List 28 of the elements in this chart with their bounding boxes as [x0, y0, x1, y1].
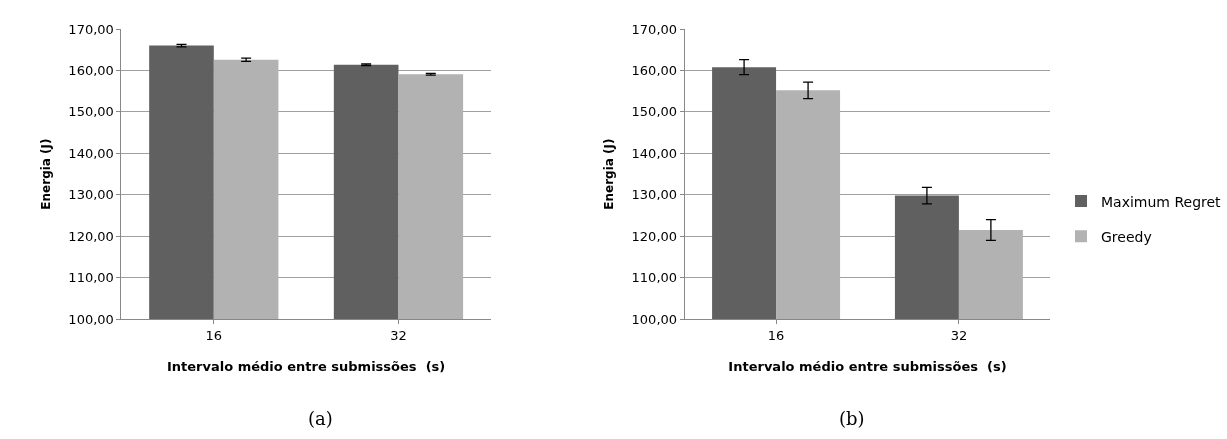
legend-label: Greedy	[1101, 228, 1152, 245]
x-tick-label: 16	[205, 327, 223, 343]
x-axis-title: Intervalo médio entre submissões (s)	[728, 359, 1007, 375]
y-tick-label: 150,00	[68, 104, 114, 120]
x-axis-title: Intervalo médio entre submissões (s)	[167, 359, 446, 375]
x-tick-label: 32	[390, 327, 407, 343]
y-tick-label: 160,00	[68, 63, 114, 79]
x-tick-label: 16	[767, 327, 785, 343]
y-axis-title: Energia (J)	[38, 138, 53, 210]
y-tick-label: 120,00	[68, 228, 114, 244]
legend-label: Maximum Regret	[1101, 193, 1222, 210]
y-tick-label: 140,00	[631, 145, 678, 161]
y-tick-label: 160,00	[631, 63, 678, 79]
y-tick-label: 120,00	[631, 228, 678, 244]
y-axis-title: Energia (J)	[601, 138, 616, 210]
y-tick-label: 130,00	[631, 187, 678, 203]
y-tick-label: 170,00	[631, 21, 678, 37]
x-tick-label: 32	[950, 327, 968, 343]
text: (b)	[839, 408, 865, 429]
y-tick-label: 110,00	[68, 270, 114, 286]
y-tick-label: 110,00	[631, 270, 678, 286]
y-tick-label: 100,00	[68, 311, 114, 327]
y-tick-label: 170,00	[68, 21, 114, 37]
y-tick-label: 150,00	[631, 104, 678, 120]
y-tick-label: 140,00	[68, 145, 114, 161]
y-tick-label: 130,00	[68, 187, 114, 203]
y-tick-label: 100,00	[631, 311, 678, 327]
text: (a)	[308, 408, 333, 429]
